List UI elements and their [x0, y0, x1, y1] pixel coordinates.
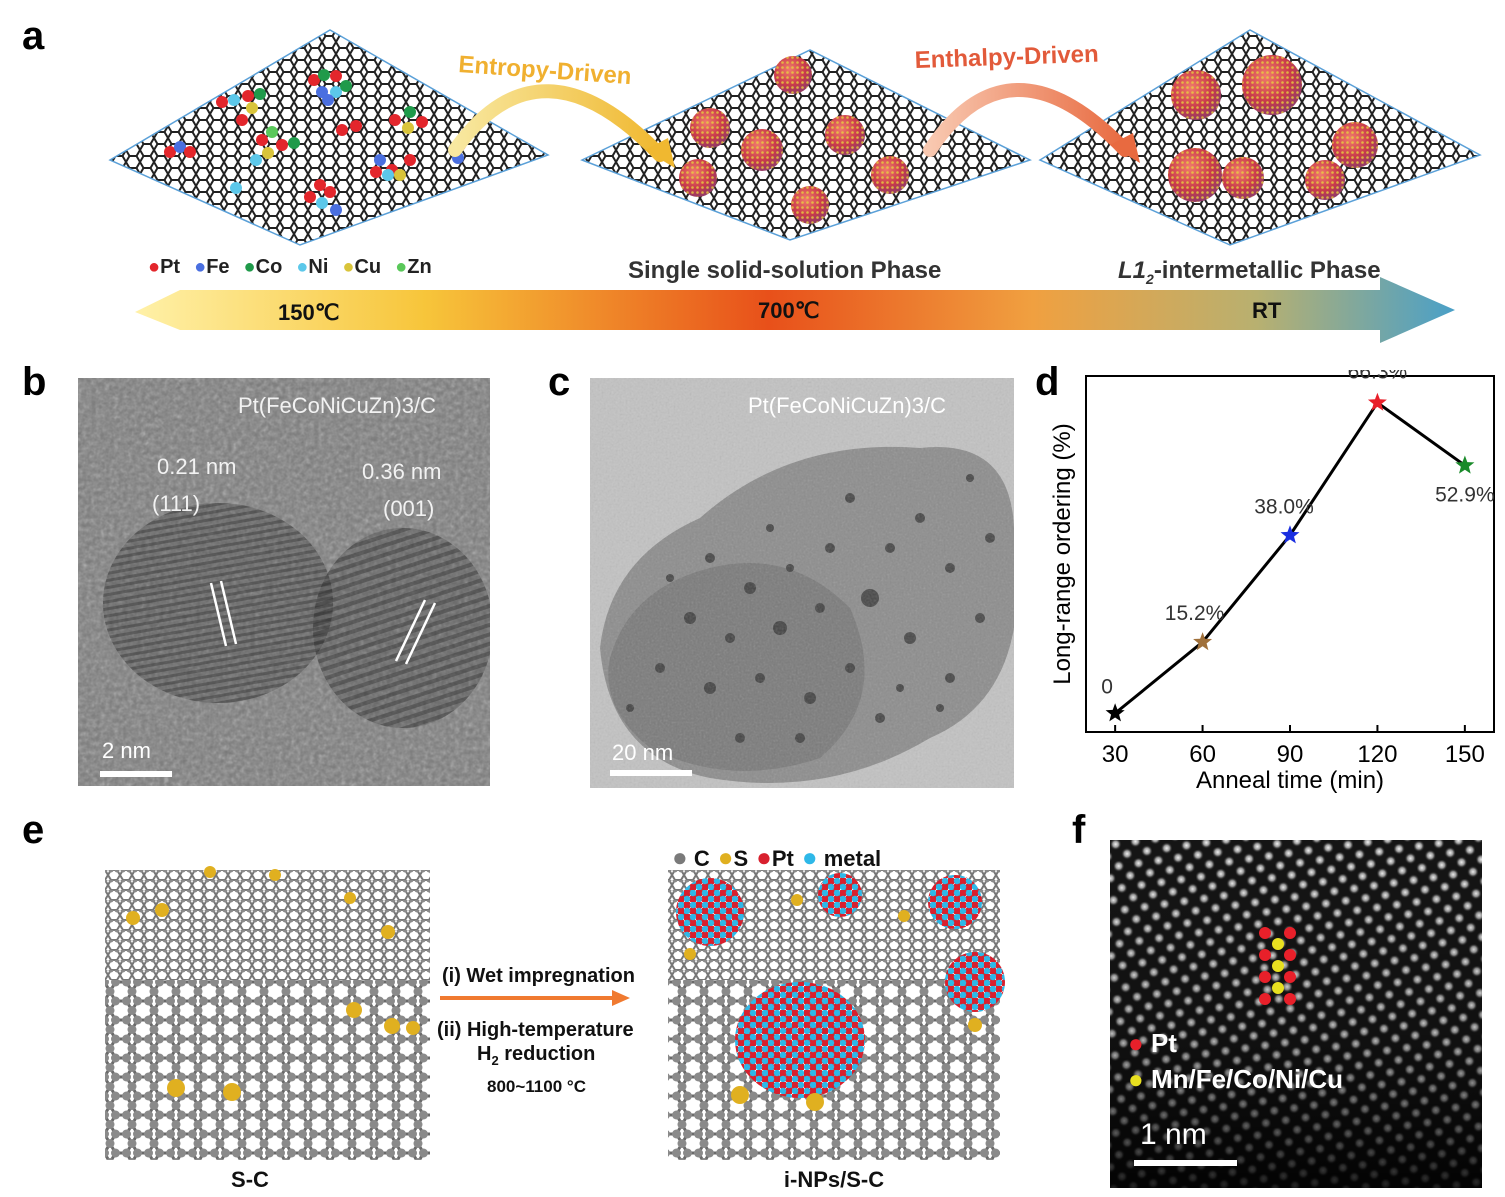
sulfur-atoms [126, 866, 420, 1101]
x-tick-label: 30 [1102, 741, 1129, 768]
data-point-star [1367, 392, 1387, 411]
legend-cu: ●Cu [342, 256, 382, 278]
dot-icon: ● [148, 256, 161, 278]
data-label: 66.3% [1348, 370, 1408, 384]
panel-label-e: e [22, 808, 45, 852]
temp-700: 700℃ [758, 298, 819, 323]
solid-solution-nanoparticles [679, 56, 909, 224]
mn-fe-co-ni-cu-markers [1272, 938, 1284, 994]
panel-label-a: a [22, 14, 45, 58]
data-label: 15.2% [1165, 602, 1225, 625]
x-tick-label: 60 [1189, 741, 1216, 768]
y-axis-label: Long-range ordering (%) [1049, 423, 1076, 684]
data-point-star [1105, 703, 1125, 722]
step-high-temperature: (ii) High-temperature [437, 1019, 634, 1041]
dot-icon: ● [194, 256, 207, 278]
data-label: 52.9% [1435, 483, 1495, 506]
panel-e-schematic: (i) Wet impregnation (ii) High-temperatu… [105, 866, 1005, 1192]
enthalpy-arrow [923, 83, 1132, 157]
panel-d-chart: 30 60 90 120 150 0 15.2% 38.0% 66.3% 52.9% Annea… [1049, 370, 1495, 794]
panel-f-scale-label: 1 nm [1140, 1118, 1207, 1151]
sphere-icon: ● [756, 842, 772, 872]
panel-f-legend: ● Pt ● Mn/Fe/Co/Ni/Cu [1128, 1025, 1343, 1097]
step-h2-reduction: H2 reduction [477, 1043, 595, 1068]
legend-pt: ●Pt [756, 842, 794, 872]
legend-metal: ● metal [801, 842, 882, 872]
series-line [1114, 400, 1466, 715]
temp-150: 150℃ [278, 300, 339, 325]
enthalpy-label: Enthalpy-Driven [914, 41, 1099, 74]
panel-label-b: b [22, 360, 47, 404]
data-label: 38.0% [1254, 495, 1314, 518]
inps-caption: i-NPs/S-C [784, 1167, 884, 1192]
plane-111: (111) [152, 491, 201, 516]
entropy-arrow [448, 84, 667, 162]
panel-label-d: d [1035, 360, 1060, 404]
dot-icon: ● [342, 256, 355, 278]
data-point-star [1455, 455, 1475, 474]
panel-label-f: f [1072, 808, 1086, 852]
graphene-sheet-1 [108, 29, 550, 246]
panel-a-schematic: Entropy-Driven Enthalpy-Driven 150℃ 700℃… [108, 29, 1482, 343]
data-point-star [1280, 525, 1300, 544]
sphere-icon: ● [801, 842, 818, 872]
plot-frame [1085, 375, 1495, 733]
x-tick-label: 150 [1445, 741, 1485, 768]
dispersed-atoms [164, 69, 466, 216]
phase-intermetallic: L12-intermetallic Phase [1118, 257, 1381, 287]
scale-bar [1134, 1160, 1237, 1166]
step-temperature: 800~1100 °C [487, 1077, 586, 1096]
panel-f-stem [1110, 840, 1482, 1188]
panel-b-hrtem [78, 378, 490, 786]
legend-c: ● C [672, 842, 710, 872]
legend-metal-f: ● Mn/Fe/Co/Ni/Cu [1128, 1064, 1344, 1094]
atom-legend: ● C ●S ●Pt ● metal [672, 842, 881, 873]
entropy-label: Entropy-Driven [458, 51, 633, 90]
step-wet-impregnation: (i) Wet impregnation [442, 965, 635, 987]
data-point-star [1193, 632, 1213, 651]
scale-bar [610, 770, 692, 776]
d-spacing-001: 0.36 nm [362, 459, 442, 484]
scale-bar [100, 771, 172, 777]
graphene-sheet-3 [1038, 29, 1482, 246]
intermetallic-cubes [676, 873, 1005, 1098]
sphere-icon: ● [717, 842, 734, 872]
sc-caption: S-C [231, 1167, 269, 1192]
dot-icon: ● [296, 256, 309, 278]
dot-icon: ● [1128, 1028, 1144, 1058]
temperature-arrow [135, 277, 1455, 343]
dot-icon: ● [395, 256, 408, 278]
temp-rt: RT [1252, 298, 1282, 323]
x-tick-label: 90 [1277, 741, 1304, 768]
pt-markers [1259, 927, 1296, 1005]
dot-icon: ● [243, 256, 256, 278]
panel-label-c: c [548, 360, 571, 404]
legend-co: ●Co [243, 256, 283, 278]
element-legend: ●Pt ●Fe ●Co ●Ni ●Cu ●Zn [148, 256, 432, 279]
dot-icon: ● [1128, 1064, 1144, 1094]
panel-c-tem [590, 378, 1014, 788]
legend-fe: ●Fe [194, 256, 230, 278]
sphere-icon: ● [672, 842, 688, 872]
panel-c-title: Pt(FeCoNiCuZn)3/C [748, 393, 947, 418]
panel-b-title: Pt(FeCoNiCuZn)3/C [238, 393, 437, 418]
panel-b-scale-label: 2 nm [102, 738, 151, 763]
x-tick-label: 120 [1357, 741, 1397, 768]
legend-s: ●S [717, 842, 749, 872]
phase-solid-solution: Single solid-solution Phase [628, 257, 941, 284]
legend-zn: ●Zn [395, 256, 432, 278]
plane-001: (001) [383, 496, 435, 521]
legend-pt: ●Pt [148, 256, 181, 278]
data-label: 0 [1101, 675, 1113, 698]
intermetallic-nanoparticles [1168, 55, 1378, 202]
d-spacing-111: 0.21 nm [157, 454, 237, 479]
legend-ni: ●Ni [296, 256, 329, 278]
legend-pt-f: ● Pt [1128, 1028, 1177, 1058]
x-axis-label: Anneal time (min) [1196, 767, 1384, 794]
panel-c-scale-label: 20 nm [612, 740, 674, 765]
